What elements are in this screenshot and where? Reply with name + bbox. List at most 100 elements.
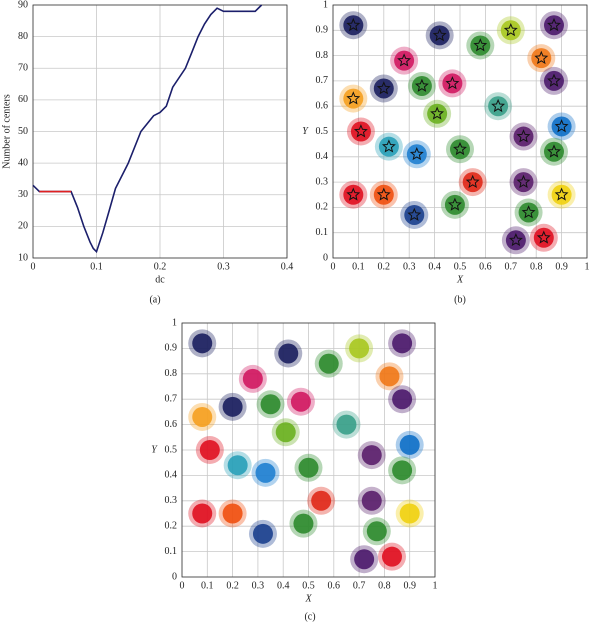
cluster [339,180,368,209]
x-tick-label: 0 [180,580,185,591]
x-tick-label: 0.4 [277,580,290,591]
line-series [32,4,263,254]
y-tick-label: 0.2 [165,520,178,531]
y-tick-label: 0.8 [316,50,329,61]
cluster-point [399,503,420,524]
cluster-point [551,184,572,205]
cluster-point [343,15,364,36]
cluster-point [531,48,552,69]
cluster [501,226,530,255]
cluster-point [373,78,394,99]
y-tick-label: 0.1 [316,227,329,238]
x-tick-label: 0.8 [378,580,391,591]
x-tick-label: 0.1 [201,580,214,591]
center-star [521,205,536,219]
cluster [294,453,323,482]
cluster [395,430,424,459]
center-star [547,17,561,32]
cluster [346,117,375,146]
cluster [274,339,303,368]
y-tick-label: 0.7 [316,75,329,86]
cluster [345,334,374,363]
y-tick-label: 40 [18,157,28,168]
cluster-point [192,333,213,354]
cluster-point [192,406,213,427]
center-star [503,23,518,37]
y-tick-label: 1 [323,0,328,10]
center-star [554,187,569,201]
x-tick-label: 0.2 [154,261,167,272]
center-star [346,91,361,105]
y-tick-label: 0.5 [165,444,178,455]
cluster [388,456,417,485]
cluster-point [404,204,425,225]
center-star [376,187,391,201]
cluster [446,135,474,164]
cluster [314,349,343,378]
y-tick-label: 0.3 [165,495,178,506]
cluster [223,451,252,480]
y-tick-label: 0.2 [316,202,329,213]
cluster [539,137,568,166]
center-star [346,187,361,201]
center-star [534,50,549,65]
y-tick-label: 50 [18,126,28,137]
y-tick-label: 0 [172,571,177,582]
cluster-point [488,96,509,117]
y-tick-label: 0.4 [316,151,329,162]
cluster-point [392,333,413,354]
cluster [377,542,406,571]
x-tick-label: 0.3 [217,261,230,272]
cluster-point [199,440,220,460]
center-star [346,17,361,32]
cluster [188,329,217,358]
cluster-point [429,25,450,46]
x-tick-label: 0.9 [555,261,568,272]
cluster-point [406,144,427,165]
cluster [539,66,568,95]
x-tick-label: 1 [585,261,590,272]
x-tick-label: 0.1 [90,261,103,272]
y-tick-label: 30 [18,189,28,200]
cluster-point [242,368,263,389]
center-star [447,197,462,211]
panel: 0 0.1 0.2 0.3 0.4 0.5 0.6 0.7 0.8 0.9 1 0 0.1 0.2 0.3 0… [151,317,437,622]
x-tick-label: 0.7 [505,261,518,272]
cluster-point [252,523,273,544]
y-tick-label: 0.5 [316,126,329,137]
y-axis-label: Y [151,444,158,455]
cluster [375,362,404,391]
cluster-point [354,549,375,570]
cluster [251,458,280,487]
center-star [473,38,488,52]
cluster-point [427,103,448,124]
cluster-point [361,490,382,511]
cluster [509,122,538,151]
cluster [402,140,431,169]
x-tick-label: 0.4 [281,261,294,272]
cluster [529,223,558,252]
x-tick-label: 0.7 [353,580,366,591]
center-star [414,78,429,92]
y-tick-label: 0.4 [165,470,178,481]
cluster [407,71,436,100]
x-tick-label: 0.6 [328,580,341,591]
x-tick-label: 0.2 [378,261,391,272]
cluster [339,11,368,40]
center-star [453,141,467,156]
x-tick-label: 0.1 [352,261,365,272]
cluster [547,180,576,209]
cluster-point [311,490,332,511]
cluster-point [551,116,572,137]
cluster-point [350,121,371,142]
cluster-point [293,513,314,534]
y-tick-label: 90 [18,0,28,10]
cluster-point [336,414,357,435]
cluster-point [278,343,299,364]
y-tick-label: 70 [18,63,28,74]
center-star [516,129,531,143]
cluster [423,99,452,128]
cluster-point [227,455,248,476]
center-star [508,233,523,247]
